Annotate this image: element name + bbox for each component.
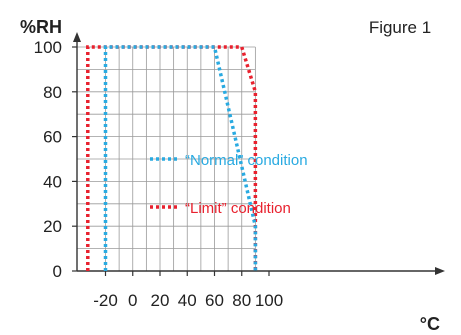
x-tick-label: 0 [128,291,137,310]
y-tick-label: 100 [34,38,62,57]
legend-label-limit: “Limit” condition [185,200,291,217]
x-tick-label: -20 [93,291,118,310]
y-tick-label: 80 [43,83,62,102]
y-axis-arrow-icon [73,32,81,42]
x-tick-label: 20 [151,291,170,310]
y-tick-label: 20 [43,217,62,236]
legend-label-normal: “Normal” condition [185,152,308,169]
x-axis-arrow-icon [435,267,445,275]
y-tick-label: 60 [43,128,62,147]
y-tick-label: 40 [43,172,62,191]
figure-label: Figure 1 [369,18,431,37]
x-tick-label: 100 [255,291,283,310]
x-tick-label: 40 [178,291,197,310]
y-tick-label: 0 [53,262,62,281]
x-axis-label: °C [420,314,440,334]
x-tick-label: 60 [205,291,224,310]
x-tick-label: 80 [232,291,251,310]
y-axis-label: %RH [20,17,62,37]
